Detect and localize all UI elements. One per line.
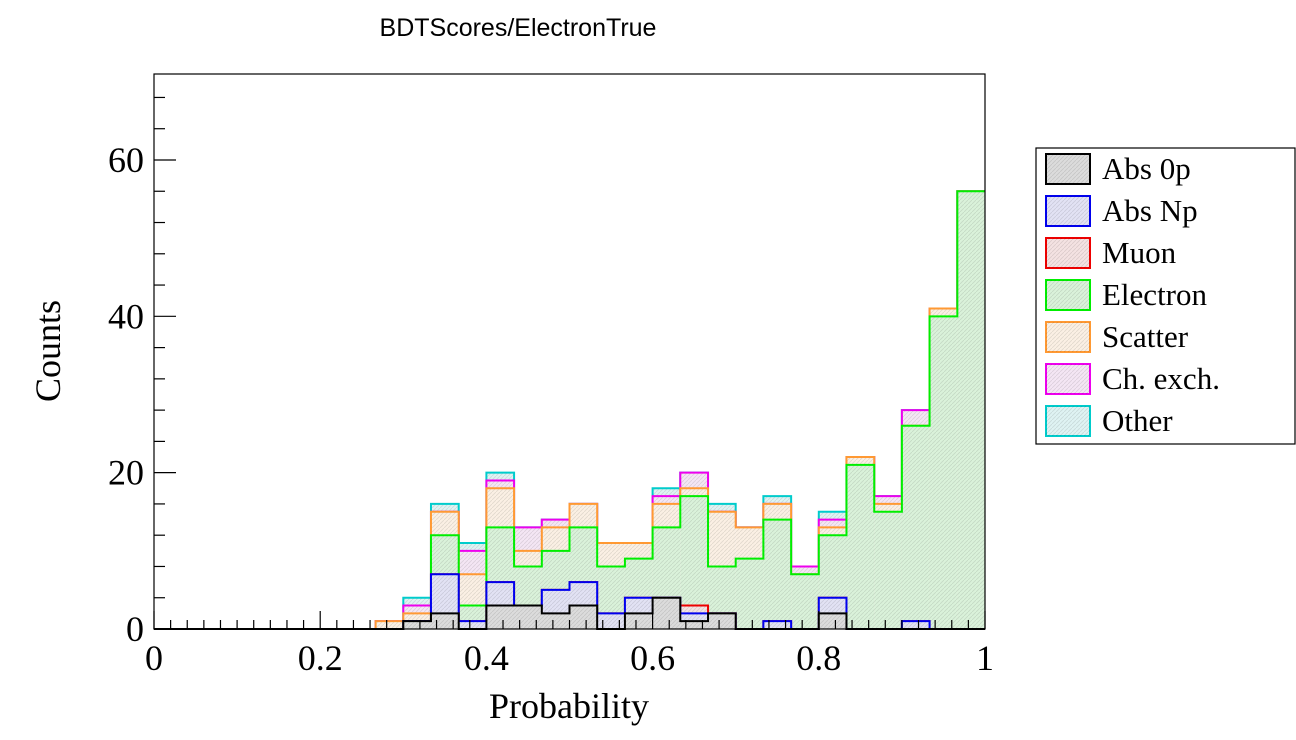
legend-item-other: Other [1045,403,1173,438]
bin-bar-hatch [624,613,653,629]
x-tick-label: 1 [976,638,994,678]
x-axis-label: Probability [489,686,649,726]
legend-label: Electron [1102,277,1208,312]
legend-swatch-hatch [1046,406,1090,436]
legend-item-electron: Electron [1045,277,1208,312]
y-tick-label: 40 [108,296,144,336]
bin-bar-hatch [375,621,404,629]
x-tick-label: 0.4 [464,638,509,678]
x-tick-label: 0 [145,638,163,678]
bin-bar-hatch [957,191,985,629]
y-tick-label: 0 [126,609,144,649]
bin-bar-hatch [680,621,709,629]
legend-item-ch-exch: Ch. exch. [1045,361,1220,396]
legend-label: Ch. exch. [1102,361,1220,396]
bin-bar-hatch [901,621,930,629]
bin-bar-hatch [901,425,930,629]
legend-swatch-hatch [1046,364,1090,394]
legend-label: Other [1102,403,1173,438]
y-tick-label: 60 [108,140,144,180]
bin-bar-hatch [486,605,515,629]
legend-label: Abs 0p [1102,151,1191,186]
legend: Abs 0p Abs Np Muon Electron Scatter Ch. exch.… [1035,147,1296,445]
legend-swatch-hatch [1046,196,1090,226]
bin-bar-hatch [597,613,625,629]
bin-bar-hatch [569,605,598,629]
legend-swatch-hatch [1046,280,1090,310]
legend-swatch-hatch [1046,238,1090,268]
bin-bar-hatch [708,613,736,629]
bin-bar-hatch [874,511,902,629]
x-tick-label: 0.6 [630,638,675,678]
x-tick-label: 0.2 [298,638,343,678]
legend-swatch-hatch [1046,322,1090,352]
x-tick-label: 0.8 [796,638,841,678]
x-axis: 0 0.2 0.4 0.6 0.8 1 [145,611,994,678]
bin-bar-hatch [458,621,487,629]
series-outline-scatter [154,190,985,630]
chart-title: BDTScores/ElectronTrue [380,14,657,42]
histogram-bins [154,190,985,630]
bin-bar-hatch [430,613,459,629]
bin-bar-hatch [818,613,847,629]
legend-item-muon: Muon [1045,235,1177,270]
y-axis-label: Counts [28,300,68,402]
series-electron [154,190,985,630]
bin-bar-hatch [791,574,819,629]
legend-swatch-hatch [1046,154,1090,184]
legend-item-scatter: Scatter [1045,319,1189,354]
bin-bar-hatch [652,597,681,629]
bin-bar-hatch [929,316,958,629]
series-abs-0p [154,596,985,630]
legend-label: Abs Np [1102,193,1198,228]
bin-bar-hatch [735,558,764,629]
bin-bar-hatch [514,605,542,629]
legend-label: Muon [1102,235,1177,270]
legend-item-abs-0p: Abs 0p [1045,151,1191,186]
bin-bar-hatch [403,621,431,629]
legend-label: Scatter [1102,319,1189,354]
bin-bar-hatch [763,519,792,629]
legend-item-abs-np: Abs Np [1045,193,1198,228]
bin-bar-hatch [846,464,875,629]
y-axis: 0 20 40 60 [108,96,176,649]
bin-bar-hatch [763,621,792,629]
y-tick-label: 20 [108,453,144,493]
bin-bar-hatch [541,613,570,629]
